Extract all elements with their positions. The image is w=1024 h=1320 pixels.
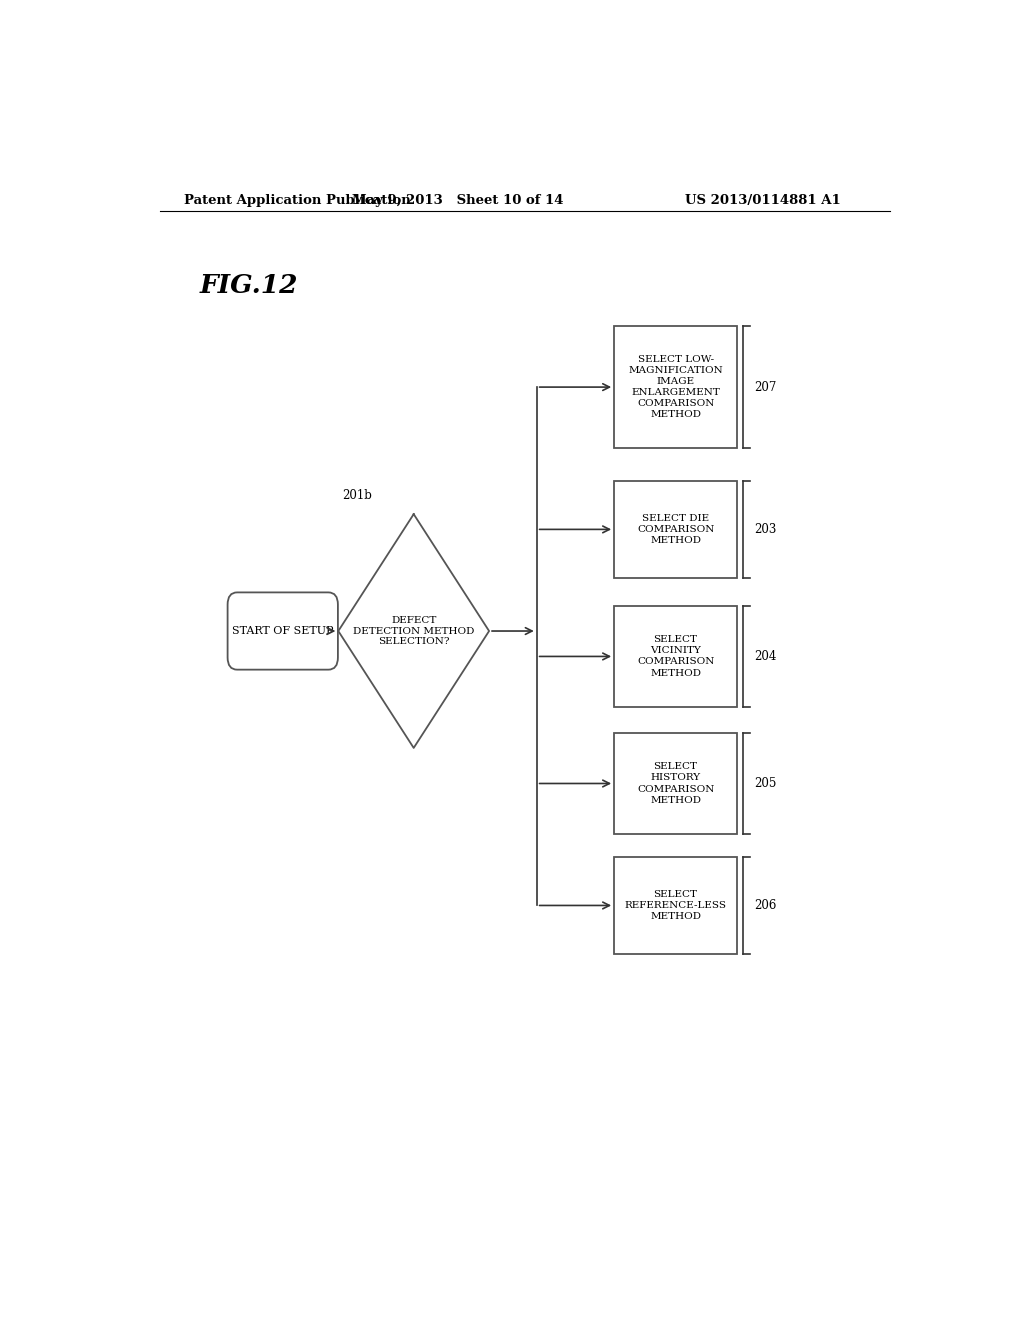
- Text: 206: 206: [754, 899, 776, 912]
- Text: 207: 207: [754, 380, 776, 393]
- Text: DEFECT
DETECTION METHOD
SELECTION?: DEFECT DETECTION METHOD SELECTION?: [353, 615, 474, 647]
- Text: US 2013/0114881 A1: US 2013/0114881 A1: [685, 194, 841, 206]
- Text: Patent Application Publication: Patent Application Publication: [183, 194, 411, 206]
- Bar: [614, 606, 737, 708]
- Text: 205: 205: [754, 777, 776, 789]
- Bar: [614, 326, 737, 447]
- Text: SELECT
REFERENCE-LESS
METHOD: SELECT REFERENCE-LESS METHOD: [625, 890, 727, 921]
- Text: FIG.12: FIG.12: [200, 273, 298, 298]
- Text: SELECT DIE
COMPARISON
METHOD: SELECT DIE COMPARISON METHOD: [637, 513, 715, 545]
- Bar: [614, 480, 737, 578]
- Text: 204: 204: [754, 649, 776, 663]
- Text: May 9, 2013   Sheet 10 of 14: May 9, 2013 Sheet 10 of 14: [351, 194, 563, 206]
- Text: SELECT LOW-
MAGNIFICATION
IMAGE
ENLARGEMENT
COMPARISON
METHOD: SELECT LOW- MAGNIFICATION IMAGE ENLARGEM…: [628, 355, 723, 420]
- Bar: [614, 733, 737, 834]
- Text: SELECT
HISTORY
COMPARISON
METHOD: SELECT HISTORY COMPARISON METHOD: [637, 763, 715, 805]
- FancyBboxPatch shape: [227, 593, 338, 669]
- Bar: [614, 857, 737, 954]
- Text: START OF SETUP: START OF SETUP: [232, 626, 334, 636]
- Text: SELECT
VICINITY
COMPARISON
METHOD: SELECT VICINITY COMPARISON METHOD: [637, 635, 715, 677]
- Text: 201b: 201b: [342, 488, 372, 502]
- Text: 203: 203: [754, 523, 776, 536]
